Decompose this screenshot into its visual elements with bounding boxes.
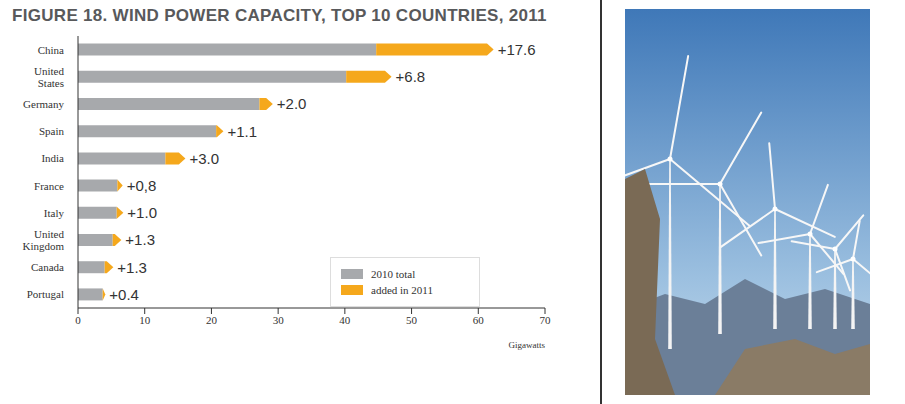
- svg-text:Italy: Italy: [44, 207, 65, 219]
- svg-text:France: France: [34, 180, 64, 192]
- svg-text:Portugal: Portugal: [27, 288, 64, 300]
- svg-text:+17.6: +17.6: [498, 41, 536, 58]
- svg-text:+1.0: +1.0: [127, 204, 157, 221]
- svg-text:Canada: Canada: [31, 261, 64, 273]
- svg-text:+1.1: +1.1: [227, 123, 257, 140]
- svg-text:+6.8: +6.8: [396, 68, 426, 85]
- svg-text:0: 0: [75, 314, 81, 326]
- svg-text:20: 20: [206, 314, 218, 326]
- svg-text:+0,8: +0,8: [127, 177, 157, 194]
- svg-text:70: 70: [540, 314, 552, 326]
- svg-text:10: 10: [139, 314, 151, 326]
- svg-text:Spain: Spain: [39, 125, 65, 137]
- svg-text:Gigawatts: Gigawatts: [509, 340, 546, 350]
- svg-text:China: China: [38, 44, 64, 56]
- html-text:2010 total: 2010 total: [371, 268, 416, 280]
- svg-text:40: 40: [339, 314, 351, 326]
- svg-text:+0.4: +0.4: [109, 286, 139, 303]
- svg-text:India: India: [41, 152, 64, 164]
- svg-text:60: 60: [473, 314, 485, 326]
- svg-text:50: 50: [406, 314, 418, 326]
- svg-text:UnitedStates: UnitedStates: [34, 65, 64, 89]
- html-text:added in 2011: added in 2011: [371, 284, 433, 296]
- svg-text:+2.0: +2.0: [277, 95, 307, 112]
- svg-text:+1.3: +1.3: [117, 259, 147, 276]
- svg-text:30: 30: [273, 314, 285, 326]
- svg-text:Germany: Germany: [23, 98, 64, 110]
- svg-text:UnitedKingdom: UnitedKingdom: [22, 228, 64, 252]
- html-text:FIGURE 18. WIND POWER CAPACITY: FIGURE 18. WIND POWER CAPACITY, TOP 10 C…: [12, 6, 547, 25]
- svg-text:+3.0: +3.0: [189, 150, 219, 167]
- svg-text:+1.3: +1.3: [125, 231, 155, 248]
